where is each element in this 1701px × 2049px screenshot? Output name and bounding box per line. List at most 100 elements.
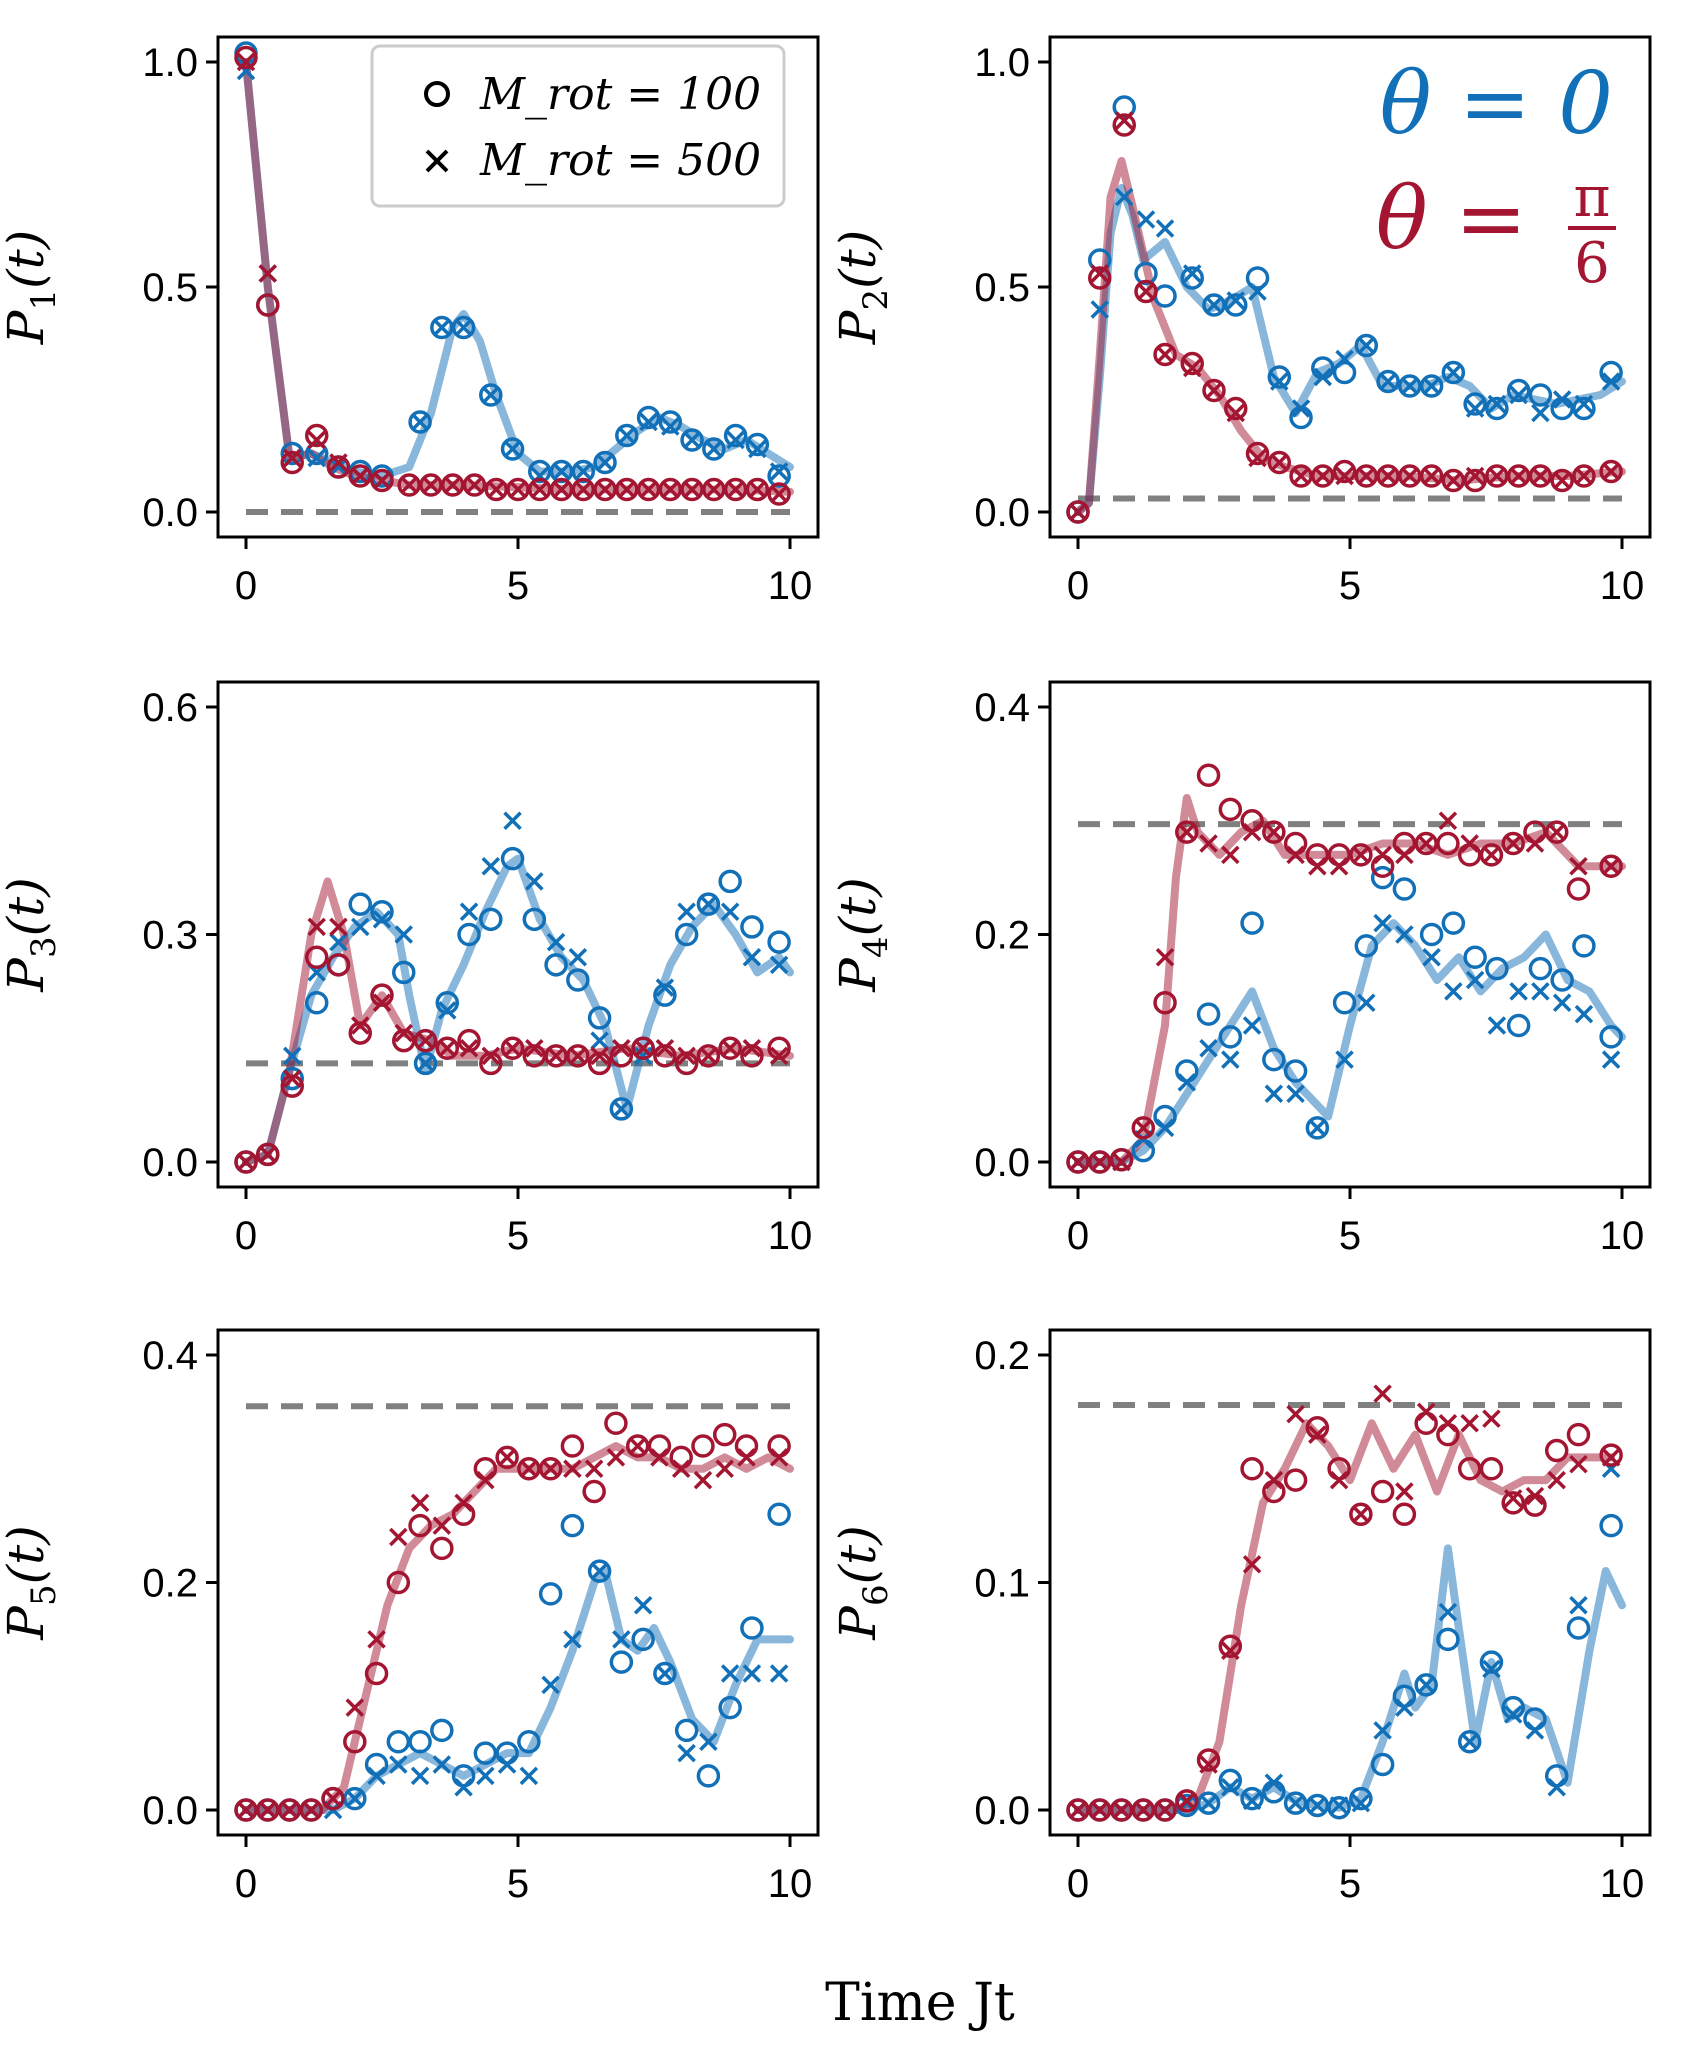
theta-pi6-mrot100-circle-point	[712, 1422, 737, 1447]
theta0-mrot500-cross-point	[720, 902, 740, 921]
x-tick-label: 5	[507, 564, 529, 608]
theta0-mrot500-cross-point	[1136, 210, 1156, 229]
x-tick-label: 0	[1067, 564, 1089, 608]
theta0-mrot100-circle-point	[479, 383, 503, 407]
theta-pi6-mrot500-cross-point	[1264, 1470, 1284, 1490]
theta-pi6-mrot500-cross-point	[715, 1459, 734, 1478]
theta0-mrot500-cross-point	[1552, 993, 1572, 1012]
theta0-mrot100-circle-point	[593, 450, 617, 475]
y-tick-label: 0.0	[142, 1141, 198, 1185]
theta0-mrot100-circle-point	[1262, 1047, 1286, 1072]
theta-pi6-mrot500-cross-point	[1248, 448, 1267, 468]
theta0-mrot500-cross-point	[1270, 372, 1289, 391]
theta-pi6-mrot100-circle-point	[1066, 1150, 1090, 1174]
theta0-mrot100-circle-point	[1419, 374, 1444, 398]
theta-pi6-mrot100-circle-point	[1566, 1422, 1591, 1447]
theta-pi6-mrot100-circle-point	[1566, 877, 1591, 901]
theta-pi6-mrot100-circle-point	[1267, 450, 1292, 475]
theta-pi6-mrot100-circle-point	[435, 1036, 460, 1060]
theta-pi6-mrot500-cross-point	[302, 1800, 321, 1820]
x-tick-label: 5	[507, 1214, 529, 1258]
legend-box	[370, 44, 786, 208]
theta0-mrot100-circle-point	[413, 1051, 438, 1076]
theta-pi6-mrot100-circle-point	[1599, 459, 1623, 484]
theta-pi6-mrot500-cross-point	[1400, 466, 1420, 486]
theta-pi6-mrot100-circle-point	[615, 477, 639, 502]
theta0-mrot500-cross-point	[1313, 367, 1333, 387]
panel-p3: 0 5 10 0.0 0.3 0.6 P3(t)	[0, 680, 820, 1258]
theta0-mrot500-cross-point	[503, 439, 522, 459]
theta-pi6-annotation: θ =	[1376, 169, 1527, 269]
theta-pi6-mrot500-cross-point	[650, 1448, 669, 1467]
theta0-mrot500-cross-point	[1199, 1039, 1218, 1058]
theta0-mrot100-circle-point	[767, 464, 791, 488]
theta-pi6-mrot500-cross-point	[584, 1459, 604, 1478]
x-tick-label: 5	[1339, 564, 1361, 608]
theta-pi6-mrot100-circle-point	[1398, 464, 1422, 488]
theta-pi6-mrot500-cross-point	[1482, 845, 1501, 865]
theta0-mrot100-circle-point	[500, 437, 525, 461]
theta-pi6-mrot500-cross-point	[394, 1023, 413, 1043]
y-tick-label: 0.0	[974, 491, 1030, 535]
theta0-mrot100-circle-point	[1354, 333, 1379, 358]
theta-pi6-mrot500-cross-point	[525, 1039, 544, 1058]
theta-pi6-mrot100-circle-point	[1218, 797, 1243, 822]
theta-pi6-mrot100-circle-point	[636, 477, 661, 502]
theta-pi6-mrot100-circle-point	[767, 482, 791, 506]
y-tick-label: 0.2	[974, 914, 1030, 958]
theta0-mrot500-cross-point	[438, 1001, 457, 1020]
theta-pi6-mrot100-circle-point	[593, 477, 617, 502]
theta-pi6-mrot500-cross-point	[1335, 466, 1354, 486]
theta-pi6-mrot500-cross-point	[1264, 822, 1284, 842]
theta-pi6-mrot100-circle-point	[718, 1036, 742, 1060]
theta-pi6-mrot100-circle-point	[1153, 1798, 1177, 1822]
theta0-mrot100-circle-point	[1327, 1795, 1351, 1820]
y-axis-label: P5(t)	[0, 1525, 64, 1640]
theta-pi6-mrot500-cross-point	[1177, 822, 1197, 842]
theta-pi6-mrot500-cross-point	[563, 1459, 582, 1478]
theta0-mrot500-cross-point	[1264, 1084, 1284, 1103]
theta-pi6-mrot500-cross-point	[1378, 466, 1398, 486]
theta-pi6-mrot100-circle-point	[1419, 464, 1444, 488]
theta-pi6-mrot100-circle-point	[723, 477, 748, 502]
theta-pi6-mrot500-cross-point	[1199, 834, 1218, 853]
theta0-mrot500-cross-point	[633, 1046, 653, 1066]
theta0-mrot100-circle-point	[304, 441, 329, 466]
theta-pi6-mrot100-circle-point	[1528, 464, 1553, 488]
theta-pi6-mrot100-circle-point	[304, 423, 329, 448]
theta0-mrot100-circle-point	[718, 869, 742, 894]
theta-pi6-mrot500-cross-point	[283, 448, 302, 468]
theta0-mrot100-circle-point	[430, 1718, 454, 1743]
theta0-mrot100-circle-point	[549, 459, 574, 484]
theta-pi6-mrot500-cross-point	[1525, 834, 1545, 853]
theta0-mrot100-circle-point	[767, 1502, 791, 1526]
theta0-mrot500-cross-point	[677, 902, 696, 921]
y-tick-label: 0.1	[974, 1562, 1030, 1606]
theta-pi6-mrot500-cross-point	[459, 1039, 479, 1058]
theta-pi6-mrot500-cross-point	[1601, 462, 1621, 481]
theta-pi6-mrot500-cross-point	[1286, 1404, 1305, 1424]
theta0-mrot500-cross-point	[612, 1630, 631, 1649]
theta0-mrot500-cross-point	[704, 439, 724, 459]
theta-pi6-mrot500-cross-point	[432, 1516, 452, 1535]
theta-pi6-mrot100-circle-point	[1485, 464, 1509, 488]
theta-pi6-mrot500-cross-point	[1601, 857, 1621, 876]
theta-pi6-mrot500-cross-point	[1068, 1800, 1088, 1820]
theta-pi6-mrot100-circle-point	[745, 477, 770, 502]
theta0-mrot500-cross-point	[699, 894, 718, 914]
theta-pi6-mrot100-circle-point	[538, 1457, 563, 1481]
theta-pi6-mrot100-circle-point	[234, 1798, 258, 1822]
theta0-mrot500-cross-point	[1373, 913, 1392, 933]
theta-pi6-mrot100-circle-point	[280, 450, 304, 475]
theta-pi6-mrot500-cross-point	[280, 1800, 299, 1820]
theta-pi6-mrot100-circle-point	[1224, 396, 1248, 421]
theta-pi6-mrot500-cross-point	[633, 1039, 653, 1058]
theta0-mrot100-circle-point	[538, 1582, 563, 1606]
theta-pi6-mrot500-cross-point	[438, 1039, 457, 1058]
theta0-mrot500-cross-point	[742, 1664, 762, 1683]
theta0-mrot500-cross-point	[595, 453, 615, 472]
theta-pi6-mrot100-circle-point	[326, 953, 351, 977]
legend: M_rot = 100 M_rot = 500	[370, 44, 786, 208]
theta-pi6-mrot100-circle-point	[582, 1479, 606, 1504]
theta0-mrot500-cross-point	[1460, 1732, 1479, 1751]
